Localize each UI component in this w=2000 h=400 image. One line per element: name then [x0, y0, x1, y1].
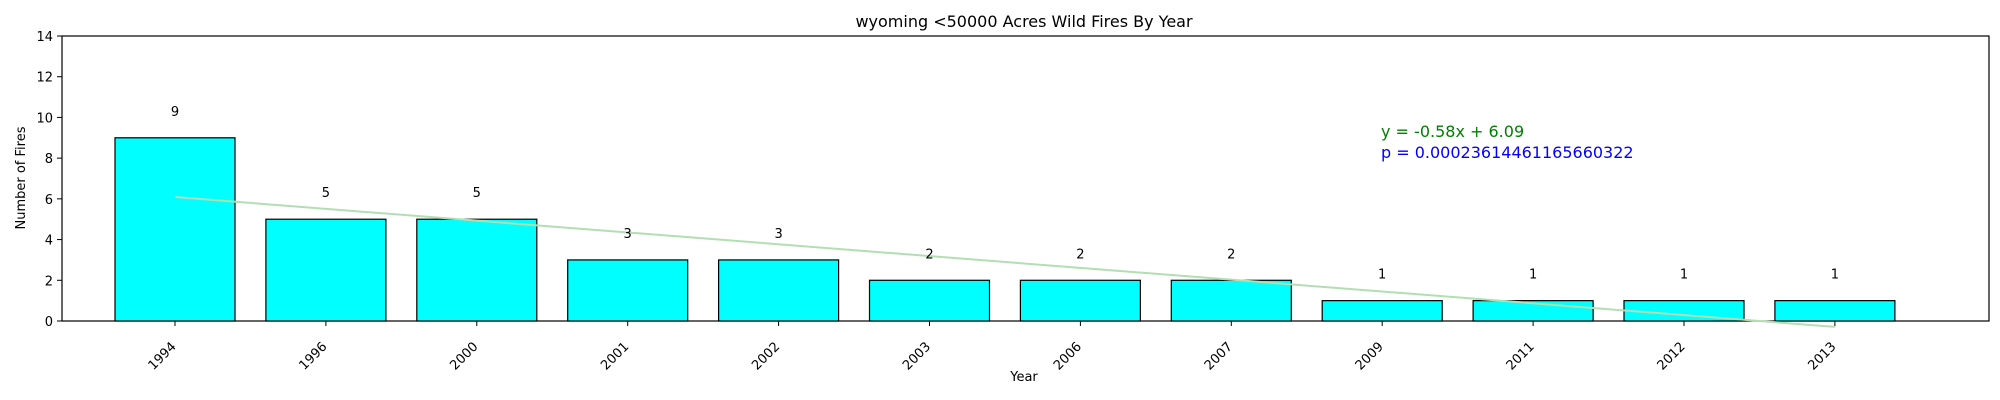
- y-tick-label-14: 14: [36, 30, 53, 45]
- data-label-2003: 2: [925, 247, 933, 262]
- x-tick-label-2011: 2011: [1504, 339, 1538, 373]
- data-label-1994: 9: [171, 105, 179, 120]
- chart-title: wyoming <50000 Acres Wild Fires By Year: [855, 12, 1193, 31]
- data-label-2007: 2: [1227, 247, 1235, 262]
- x-tick-label-2009: 2009: [1353, 339, 1387, 373]
- bar-2009: [1321, 300, 1443, 322]
- trend-equation-annotation: y = -0.58x + 6.09: [1381, 122, 1524, 141]
- x-tick-label-1996: 1996: [296, 339, 330, 373]
- y-tick-label-2: 2: [45, 274, 53, 289]
- bar-1996: [265, 218, 387, 322]
- bar-2003: [868, 279, 991, 322]
- x-tick-label-2003: 2003: [900, 339, 934, 373]
- bar-1994: [114, 137, 236, 322]
- x-tick-label-2000: 2000: [447, 339, 481, 373]
- y-tick-label-10: 10: [36, 111, 53, 126]
- x-tick-label-2006: 2006: [1051, 339, 1085, 373]
- y-axis: 0 2 4 6 8 10 12 14: [36, 30, 62, 330]
- p-value-annotation: p = 0.00023614461165660322: [1381, 143, 1634, 162]
- x-axis: 1994 1996 2000 2001 2002 2003 2006 2007 2009 2011…: [146, 321, 1839, 373]
- x-axis-label: Year: [1009, 370, 1038, 385]
- x-tick-label-2013: 2013: [1805, 339, 1839, 373]
- y-axis-label: Number of Fires: [14, 126, 29, 229]
- bar-2007: [1170, 279, 1292, 322]
- y-tick-label-8: 8: [45, 152, 53, 167]
- y-tick-label-6: 6: [45, 193, 53, 208]
- data-label-1996: 5: [322, 186, 330, 201]
- bar-2001: [567, 259, 689, 322]
- bar-2006: [1019, 279, 1142, 322]
- y-tick-label-0: 0: [45, 315, 53, 330]
- trend-line: [174, 196, 1835, 328]
- data-label-2006: 2: [1076, 247, 1084, 262]
- data-label-2013: 1: [1831, 268, 1839, 283]
- x-tick-label-2001: 2001: [598, 339, 632, 373]
- data-labels-group: 9 5 5 3 3 2 2 2 1 1 1 1: [171, 105, 1839, 283]
- x-tick-label-1994: 1994: [146, 339, 180, 373]
- data-label-2001: 3: [624, 227, 632, 242]
- y-tick-label-12: 12: [36, 71, 53, 86]
- data-label-2002: 3: [774, 227, 782, 242]
- bars-group: [114, 137, 1896, 322]
- x-tick-label-2002: 2002: [749, 339, 783, 373]
- data-label-2012: 1: [1680, 268, 1688, 283]
- y-tick-label-4: 4: [45, 234, 53, 249]
- bar-2013: [1774, 300, 1896, 322]
- x-tick-label-2012: 2012: [1655, 339, 1689, 373]
- x-tick-label-2007: 2007: [1202, 339, 1236, 373]
- bar-2002: [717, 259, 840, 322]
- data-label-2009: 1: [1378, 268, 1386, 283]
- data-label-2000: 5: [473, 186, 481, 201]
- data-label-2011: 1: [1529, 268, 1537, 283]
- bar-2000: [416, 218, 538, 322]
